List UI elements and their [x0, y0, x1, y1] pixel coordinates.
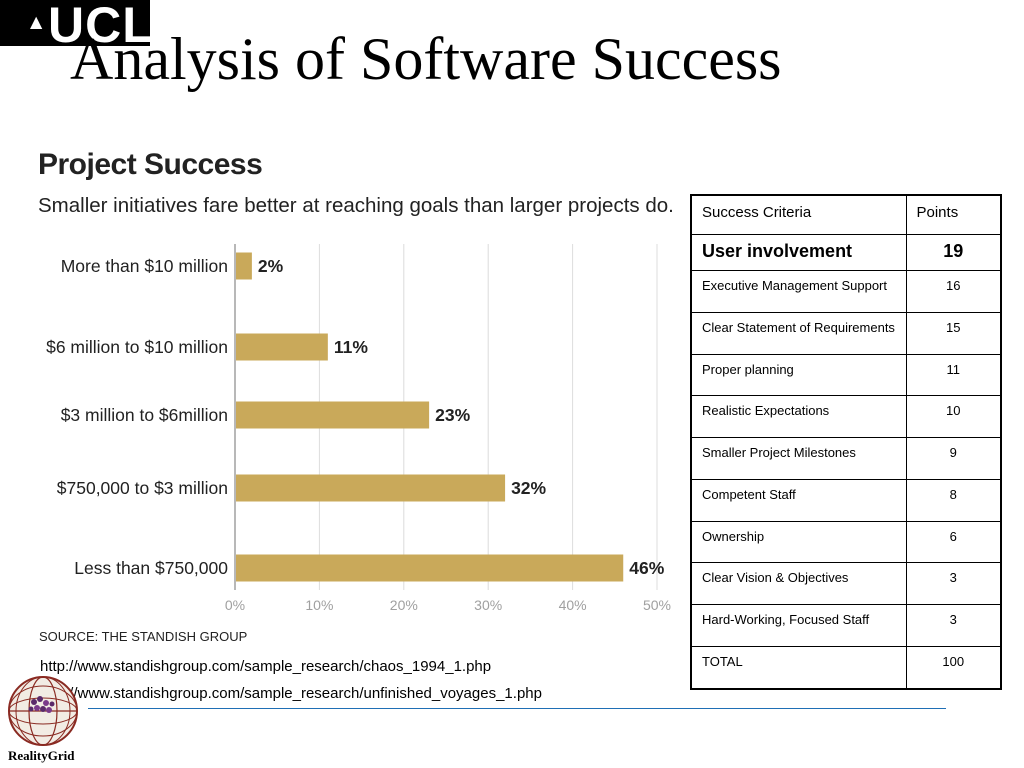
x-tick-label: 40% [559, 597, 587, 613]
bar [236, 554, 624, 582]
points-cell: 16 [905, 270, 1002, 313]
criterion-cell: Ownership [690, 520, 907, 564]
bar [236, 401, 430, 429]
table-row-total: TOTAL 100 [690, 646, 1002, 690]
points-cell: 6 [905, 520, 1002, 564]
realitygrid-globe-icon [8, 676, 78, 746]
chart-title: Project Success [38, 148, 263, 181]
value-label: 11% [334, 337, 368, 357]
source-link[interactable]: http://www.standishgroup.com/sample_rese… [40, 685, 542, 702]
ucl-logo: ▲ UCL [0, 0, 153, 53]
bar [236, 474, 506, 502]
criterion-cell: Clear Vision & Objectives [690, 562, 907, 606]
category-label: $6 million to $10 million [46, 337, 228, 357]
category-label: More than $10 million [61, 256, 228, 276]
points-cell: 10 [905, 395, 1002, 439]
value-label: 46% [629, 558, 664, 578]
source-link[interactable]: http://www.standishgroup.com/sample_rese… [40, 658, 492, 675]
category-label: Less than $750,000 [74, 558, 228, 578]
bar [236, 252, 252, 280]
table-row: Ownership 6 [690, 520, 1002, 564]
points-cell: 11 [905, 353, 1002, 397]
table-row: Smaller Project Milestones 9 [690, 437, 1002, 480]
criterion-cell: User involvement [690, 234, 907, 271]
value-label: 23% [435, 405, 470, 425]
slide-title: Analysis of Software Success [70, 26, 782, 92]
points-cell: 100 [905, 646, 1002, 690]
footer-divider [88, 708, 946, 709]
criterion-cell: Proper planning [690, 353, 907, 397]
header-points: Points [905, 194, 1002, 235]
criterion-cell: Executive Management Support [690, 270, 907, 313]
points-cell: 15 [905, 311, 1002, 355]
table-row: Executive Management Support 16 [690, 270, 1002, 313]
table-row: Clear Statement of Requirements 15 [690, 311, 1002, 355]
table-row: Competent Staff 8 [690, 478, 1002, 522]
table-row: User involvement 19 [690, 234, 1002, 271]
bar [236, 333, 328, 361]
category-label: $3 million to $6million [61, 405, 228, 425]
x-tick-label: 50% [643, 597, 671, 613]
points-cell: 3 [905, 562, 1002, 606]
bar-chart: 0% 10% 20% 30% 40% 50% More than $10 million 2%… [46, 244, 671, 613]
table-row: Clear Vision & Objectives 3 [690, 562, 1002, 606]
points-cell: 19 [905, 234, 1002, 271]
table-header-row: Success Criteria Points [690, 194, 1002, 235]
category-label: $750,000 to $3 million [57, 478, 228, 498]
table-row: Proper planning 11 [690, 353, 1002, 397]
ucl-logo-text: UCL [48, 0, 154, 53]
table-row: Realistic Expectations 10 [690, 395, 1002, 439]
value-label: 2% [258, 256, 284, 276]
criterion-cell: Smaller Project Milestones [690, 437, 907, 480]
x-tick-label: 20% [390, 597, 418, 613]
table-row: Hard-Working, Focused Staff 3 [690, 604, 1002, 648]
x-tick-label: 10% [305, 597, 333, 613]
header-criteria: Success Criteria [690, 194, 907, 235]
success-criteria-table: Success Criteria Points User involvement… [690, 194, 1002, 690]
ucl-logo-symbol-icon: ▲ [30, 12, 43, 31]
criterion-cell: TOTAL [690, 646, 907, 690]
points-cell: 3 [905, 604, 1002, 648]
criterion-cell: Clear Statement of Requirements [690, 311, 907, 355]
criterion-cell: Competent Staff [690, 478, 907, 522]
chart-source: SOURCE: THE STANDISH GROUP [39, 629, 248, 644]
chart-subtitle: Smaller initiatives fare better at reach… [38, 194, 674, 217]
criterion-cell: Realistic Expectations [690, 395, 907, 439]
realitygrid-label: RealityGrid [8, 748, 75, 763]
criterion-cell: Hard-Working, Focused Staff [690, 604, 907, 648]
x-tick-label: 0% [225, 597, 245, 613]
points-cell: 8 [905, 478, 1002, 522]
x-tick-label: 30% [474, 597, 502, 613]
points-cell: 9 [905, 437, 1002, 480]
value-label: 32% [511, 478, 546, 498]
